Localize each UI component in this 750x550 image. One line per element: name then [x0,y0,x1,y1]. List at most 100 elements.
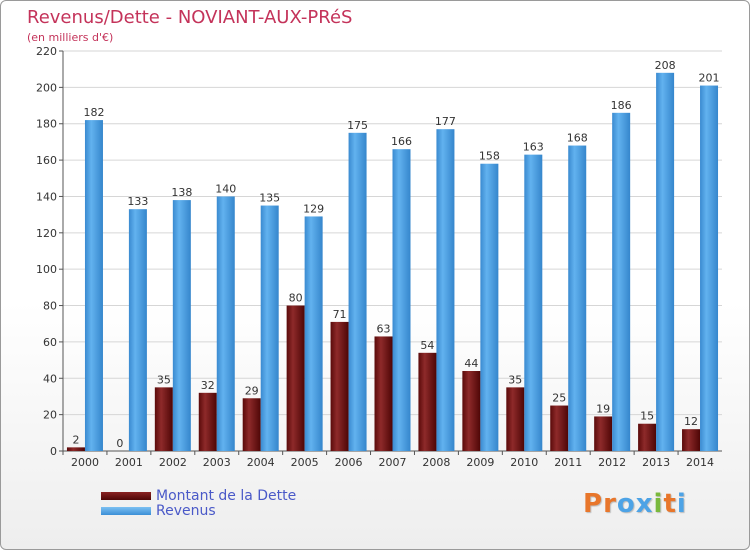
y-tick-label: 160 [36,154,57,167]
bar-dette [374,336,393,451]
data-label-dette: 2 [72,433,79,446]
bar-revenus [524,154,543,452]
bar-dette [638,423,657,451]
bar-dette [682,429,701,451]
data-label-revenus: 182 [83,106,104,119]
bar-revenus [84,120,103,451]
legend-item-revenus: Revenus [101,503,296,519]
x-tick-label: 2012 [598,456,626,469]
data-label-revenus: 133 [127,195,148,208]
x-tick-label: 2003 [203,456,231,469]
bar-dette [330,321,349,451]
data-label-dette: 0 [116,437,123,450]
bar-revenus [304,216,323,451]
bar-revenus [656,72,675,452]
logo-letter: r [603,489,617,519]
y-tick-label: 80 [43,300,57,313]
data-label-revenus: 166 [391,135,412,148]
bar-revenus [700,85,719,451]
data-label-dette: 32 [201,379,215,392]
logo-letter: i [653,489,664,519]
x-tick-label: 2004 [247,456,275,469]
legend-item-dette: Montant de la Dette [101,488,297,504]
y-tick-label: 200 [36,81,57,94]
logo-letter: i [676,489,687,519]
logo-letter: P [583,489,604,519]
bar-dette [594,416,613,451]
logo-letter: x [635,489,654,519]
bar-revenus [216,196,235,451]
data-label-dette: 12 [684,415,698,428]
x-tick-label: 2013 [642,456,670,469]
y-tick-label: 120 [36,227,57,240]
legend-swatch-dette [101,492,151,500]
data-label-dette: 29 [245,384,259,397]
bar-dette [286,305,305,451]
bar-revenus [612,112,631,452]
bar-revenus [172,200,191,451]
data-label-dette: 15 [640,410,654,423]
data-label-revenus: 175 [347,119,368,132]
bar-revenus [260,205,279,451]
data-label-revenus: 140 [215,182,236,195]
x-tick-label: 2014 [686,456,714,469]
y-tick-label: 20 [43,409,57,422]
data-label-revenus: 163 [523,141,544,154]
data-label-revenus: 208 [655,59,676,72]
x-tick-label: 2010 [510,456,538,469]
x-tick-label: 2005 [291,456,319,469]
y-tick-label: 100 [36,263,57,276]
data-label-revenus: 135 [259,192,280,205]
data-label-dette: 54 [420,339,434,352]
data-label-dette: 71 [333,308,347,321]
data-label-dette: 25 [552,392,566,405]
chart-title: Revenus/Dette - NOVIANT-AUX-PRéS [27,7,353,28]
y-tick-label: 220 [36,45,57,58]
y-tick-label: 140 [36,190,57,203]
x-tick-label: 2011 [554,456,582,469]
bar-dette [154,387,173,451]
x-tick-label: 2001 [115,456,143,469]
bar-revenus [128,209,147,451]
legend-label-revenus: Revenus [156,503,216,519]
bar-revenus [392,149,411,451]
bar-dette [66,447,85,451]
x-tick-label: 2000 [71,456,99,469]
data-label-revenus: 168 [567,132,588,145]
bar-revenus [480,163,499,451]
data-label-revenus: 158 [479,150,500,163]
y-tick-label: 40 [43,372,57,385]
proxiti-logo: Proxiti [583,489,687,519]
chart-subtitle: (en milliers d'€) [27,31,114,44]
bar-dette [462,371,481,451]
data-label-revenus: 177 [435,115,456,128]
data-label-dette: 35 [508,373,522,386]
legend-label-dette: Montant de la Dette [156,488,297,504]
y-tick-label: 60 [43,336,57,349]
data-label-revenus: 138 [171,186,192,199]
bar-revenus [568,145,587,451]
x-tick-label: 2002 [159,456,187,469]
bar-dette [198,392,217,451]
legend: Montant de la Dette Revenus [101,488,297,519]
data-label-revenus: 201 [699,72,720,85]
bar-dette [506,387,525,451]
bar-dette [242,398,261,451]
bar-dette [418,352,437,451]
logo-letter: t [663,489,677,519]
x-tick-label: 2006 [335,456,363,469]
logo-letter: o [616,489,636,519]
data-label-dette: 80 [289,292,303,305]
legend-swatch-revenus [101,507,151,515]
bar-revenus [436,129,455,451]
data-label-dette: 63 [377,322,391,335]
data-label-dette: 44 [464,357,478,370]
bar-dette [550,405,569,451]
data-label-dette: 35 [157,373,171,386]
x-tick-label: 2009 [466,456,494,469]
y-tick-label: 180 [36,118,57,131]
x-tick-label: 2007 [379,456,407,469]
data-label-dette: 19 [596,402,610,415]
